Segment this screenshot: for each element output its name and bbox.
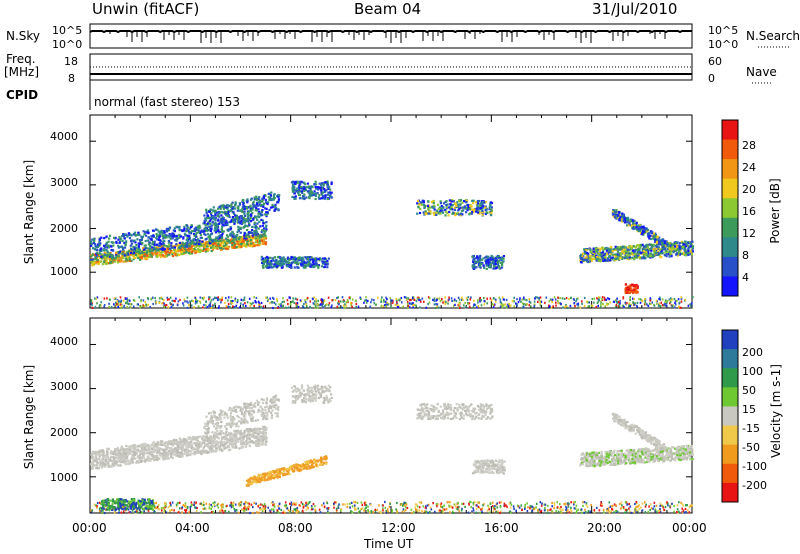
vel-colorbar-seg-1 <box>722 349 738 369</box>
cpid-label: CPID <box>6 88 39 102</box>
power-patch-14 <box>416 199 494 217</box>
beam-label: Beam 04 <box>354 0 422 18</box>
power-upper-streaks <box>203 191 281 233</box>
power-colorbar-seg-2 <box>722 159 738 180</box>
vel-right-streak <box>611 412 669 454</box>
power-cb-tick-8: 8 <box>742 249 749 262</box>
power-ytick-4000: 4000 <box>50 130 78 143</box>
power-colorbar-seg-1 <box>722 139 738 160</box>
cpid-text: normal (fast stereo) 153 <box>94 95 241 109</box>
nsearch-label: N.Search <box>746 29 800 43</box>
vel-ytick-4000: 4000 <box>50 335 78 348</box>
nave-tick-bottom: 0 <box>708 72 715 85</box>
velocity-panel-frame <box>89 317 693 514</box>
xtick-0: 00:00 <box>72 521 107 535</box>
vel-cb-tick-100: 100 <box>742 365 763 378</box>
power-panel-frame <box>89 114 693 309</box>
power-band-edge <box>90 213 268 261</box>
vel-ytick-1000: 1000 <box>50 471 78 484</box>
vel-cb-tick-m200: -200 <box>742 479 767 492</box>
power-cb-tick-24: 24 <box>742 161 756 174</box>
freq-label: Freq. <box>6 52 36 66</box>
power-cb-tick-28: 28 <box>742 139 756 152</box>
xtick-3: 12:00 <box>381 521 416 535</box>
nsky-tick-bottom: 10^0 <box>52 38 83 51</box>
vel-ground <box>90 500 693 515</box>
power-cb-tick-20: 20 <box>742 183 756 196</box>
nsky-panel-frame <box>89 23 693 49</box>
vel-colorbar-seg-3 <box>722 387 738 407</box>
power-right-streak <box>611 209 669 248</box>
freq-unit: [MHz] <box>4 65 40 79</box>
vel-ytick-2000: 2000 <box>50 426 78 439</box>
vel-patch-14 <box>416 403 494 421</box>
nsky-label: N.Sky <box>6 29 41 43</box>
xtick-1: 04:00 <box>175 521 210 535</box>
vel-colorbar-seg-8 <box>722 482 738 503</box>
vel-ytick-3000: 3000 <box>50 380 78 393</box>
power-patch-16 <box>471 254 505 270</box>
vel-right-band <box>579 444 695 468</box>
vel-colorbar-seg-5 <box>722 425 738 446</box>
vel-colorbar-frame <box>721 329 739 503</box>
nsearch-tick-bottom: 10^0 <box>708 38 739 51</box>
xtick-4: 16:00 <box>484 521 519 535</box>
nsky-tick-top: 10^5 <box>52 24 83 37</box>
power-cb-tick-4: 4 <box>742 271 749 284</box>
power-colorbar-seg-4 <box>722 198 738 219</box>
power-ground <box>90 296 694 310</box>
vel-colorbar-seg-0 <box>722 330 738 350</box>
vel-colorbar-seg-2 <box>722 368 738 388</box>
power-red-spot <box>624 283 639 294</box>
xtick-6: 00:00 <box>672 521 707 535</box>
xlabel: Time UT <box>364 537 414 551</box>
power-colorbar-seg-8 <box>722 276 738 297</box>
vel-band-main <box>90 425 268 470</box>
vel-orange-band <box>245 455 328 487</box>
vel-patch-16 <box>471 459 506 475</box>
freq-tick-top: 18 <box>64 55 78 68</box>
vel-left-stripes <box>100 498 155 511</box>
power-ytick-3000: 3000 <box>50 176 78 189</box>
power-ytick-1000: 1000 <box>50 265 78 278</box>
power-patch-09 <box>290 180 333 201</box>
power-cb-tick-12: 12 <box>742 227 756 240</box>
vel-cb-tick-m50: -50 <box>742 441 760 454</box>
vel-cb-tick-m15: -15 <box>742 422 760 435</box>
power-colorbar-seg-7 <box>722 256 738 277</box>
power-colorbar-seg-5 <box>722 217 738 238</box>
power-ytick-2000: 2000 <box>50 222 78 235</box>
vel-patch-09 <box>290 384 333 404</box>
vel-cb-tick-15: 15 <box>742 403 756 416</box>
vel-cb-tick-m100: -100 <box>742 460 767 473</box>
date-label: 31/Jul/2010 <box>592 0 678 18</box>
power-colorbar-seg-6 <box>722 237 738 258</box>
nave-label: Nave <box>746 65 777 79</box>
power-colorbar-frame <box>721 119 739 297</box>
nsearch-tick-top: 10^5 <box>708 24 739 37</box>
freq-tick-bottom: 8 <box>68 72 75 85</box>
nsearch-spikes <box>109 31 666 43</box>
power-patch-08 <box>260 255 330 269</box>
nave-tick-top: 60 <box>708 55 722 68</box>
vel-colorbar-seg-6 <box>722 444 738 465</box>
vel-upper <box>203 394 280 437</box>
vel-cb-tick-50: 50 <box>742 384 756 397</box>
power-colorbar-seg-3 <box>722 178 738 199</box>
power-right-band <box>579 240 695 264</box>
power-colorbar-seg-0 <box>722 120 738 141</box>
vel-colorbar-seg-4 <box>722 406 738 427</box>
vel-cb-tick-200: 200 <box>742 346 763 359</box>
power-cb-tick-16: 16 <box>742 205 756 218</box>
vel-colorbar-seg-7 <box>722 463 738 484</box>
station-title: Unwin (fitACF) <box>92 0 200 18</box>
xtick-5: 20:00 <box>587 521 622 535</box>
xtick-2: 08:00 <box>278 521 313 535</box>
